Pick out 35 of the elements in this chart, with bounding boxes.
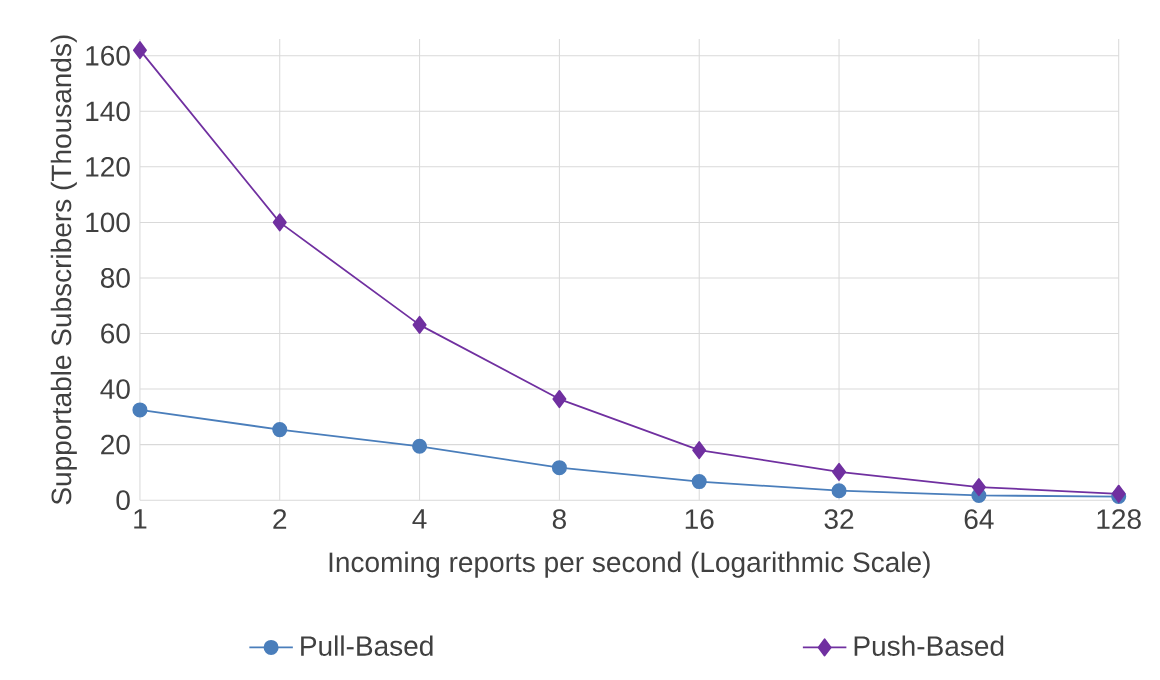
- point: [552, 390, 567, 409]
- point: [412, 438, 428, 454]
- point: [412, 315, 427, 334]
- point: [272, 213, 287, 232]
- point: [272, 422, 288, 438]
- point: [691, 474, 707, 490]
- y-tick-label: 40: [100, 379, 130, 400]
- point: [132, 41, 147, 60]
- x-tick-label: 1: [134, 509, 147, 529]
- point: [692, 441, 707, 460]
- x-tick-label: 64: [964, 509, 994, 530]
- x-axis-title: Incoming reports per second (Logarithmic Scale): [329, 551, 930, 578]
- y-tick-label: 60: [101, 323, 130, 344]
- point: [831, 483, 847, 499]
- y-tick-label: 0: [116, 490, 130, 511]
- y-tick-label: 160: [86, 45, 130, 66]
- y-tick-label: 100: [86, 212, 130, 233]
- x-tick-label: 2: [273, 509, 287, 529]
- y-tick-label: 80: [100, 268, 130, 288]
- legend-label: Pull-Based: [301, 635, 433, 656]
- point: [551, 460, 567, 476]
- x-tick-label: 128: [1097, 509, 1141, 530]
- x-tick-label: 16: [685, 509, 714, 530]
- y-tick-label: 120: [86, 156, 130, 177]
- point: [832, 462, 847, 481]
- y-tick-label: 140: [86, 101, 130, 122]
- y-axis-title: Supportable Subscribers (Thousands): [50, 35, 77, 505]
- y-tick-label: 20: [101, 434, 130, 455]
- point: [971, 478, 986, 497]
- point: [132, 402, 148, 418]
- x-tick-label: 8: [552, 509, 566, 530]
- x-tick-label: 4: [412, 509, 427, 529]
- x-tick-label: 32: [824, 509, 854, 530]
- legend-label: Push-Based: [854, 635, 1004, 656]
- point: [1111, 484, 1126, 503]
